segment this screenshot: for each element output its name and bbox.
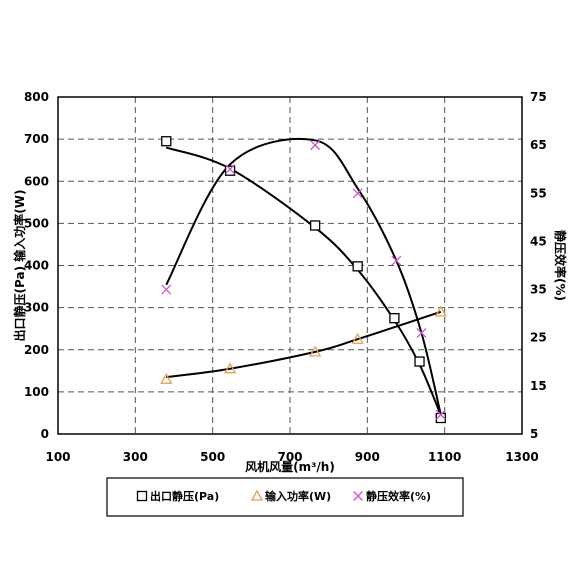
right-y-tick-label: 25 [530, 331, 547, 345]
static-pressure-point [414, 356, 425, 367]
right-y-tick-label: 15 [530, 379, 547, 393]
efficiency-point [161, 284, 172, 295]
right-y-axis-title: 静压效率(%) [553, 230, 568, 301]
fit-curve-efficiency [165, 137, 442, 415]
legend: 出口静压(Pa) 输入功率(W) 静压效率(%) [106, 477, 464, 517]
right-y-tick-label: 75 [530, 90, 547, 104]
x-tick-label: 700 [277, 450, 302, 464]
efficiency-point [310, 140, 321, 151]
legend-marker [250, 489, 264, 501]
legend-marker [136, 490, 148, 502]
right-y-tick-label: 55 [530, 186, 547, 200]
left-y-tick-label: 500 [24, 216, 49, 230]
legend-box [106, 477, 464, 517]
static-pressure-point [161, 136, 172, 147]
static-pressure-point [309, 220, 321, 231]
x-tick-label: 300 [123, 450, 148, 464]
legend-label: 出口静压(Pa) [150, 489, 219, 503]
right-y-tick-label: 5 [530, 427, 538, 441]
legend-label: 静压效率(%) [366, 489, 431, 503]
legend-marker [353, 491, 363, 501]
efficiency-point [225, 164, 236, 175]
left-y-tick-label: 200 [24, 343, 49, 357]
input-power-point [160, 372, 173, 384]
efficiency-point [391, 255, 402, 266]
x-tick-label: 100 [45, 450, 70, 464]
right-y-tick-label: 35 [530, 283, 547, 297]
legend-item-static-pressure: 出口静压(Pa) [136, 489, 219, 503]
efficiency-point [416, 327, 427, 338]
static-pressure-point [224, 165, 236, 176]
x-tick-label: 900 [355, 450, 380, 464]
grid-lines [58, 97, 522, 434]
legend-item-efficiency: 静压效率(%) [353, 489, 431, 503]
x-tick-label: 1100 [428, 450, 461, 464]
tick-labels: 100 300 500 700 900 1100 1300 0 100 200 300 400 500 6… [24, 90, 547, 464]
static-pressure-point [389, 313, 400, 324]
legend-item-input-power: 输入功率(W) [250, 489, 331, 503]
static-pressure-point [435, 412, 446, 424]
left-y-tick-label: 0 [41, 427, 49, 441]
efficiency-point [435, 409, 446, 420]
x-tick-label: 1300 [505, 450, 538, 464]
legend-label: 输入功率(W) [265, 489, 331, 503]
left-y-axis-title: 出口静压(Pa) 输入功率(W) [12, 190, 27, 342]
data-markers [160, 136, 447, 424]
efficiency-point [352, 188, 363, 199]
fit-curves [165, 137, 442, 416]
x-axis-title: 风机风量(m³/h) [245, 459, 335, 474]
left-y-tick-label: 600 [24, 174, 49, 188]
right-y-tick-label: 45 [530, 234, 547, 248]
input-power-point [223, 362, 237, 374]
left-y-tick-label: 300 [24, 301, 49, 315]
fit-curve-input-power [166, 310, 442, 379]
right-y-tick-label: 65 [530, 138, 547, 152]
input-power-point [434, 305, 447, 317]
left-y-tick-label: 100 [24, 385, 49, 399]
plot-frame [57, 96, 523, 435]
left-y-tick-label: 700 [24, 132, 49, 146]
left-y-tick-label: 400 [24, 259, 49, 273]
input-power-point [351, 332, 364, 344]
static-pressure-point [352, 261, 363, 272]
x-tick-label: 500 [200, 450, 225, 464]
left-y-tick-label: 800 [24, 90, 49, 104]
input-power-point [309, 345, 322, 357]
fit-curve-static-pressure [165, 146, 442, 416]
